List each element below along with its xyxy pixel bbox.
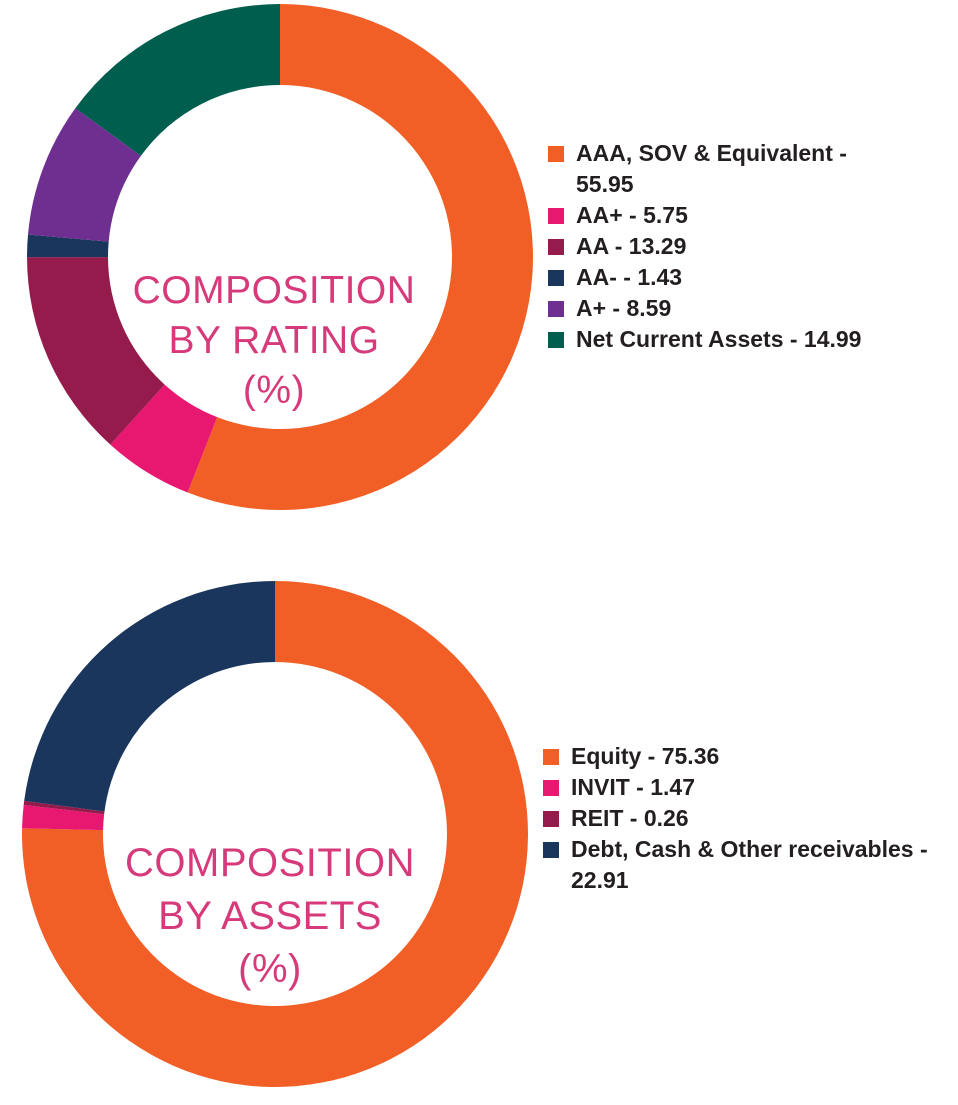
- legend-swatch: [548, 270, 564, 286]
- legend-item: AA- - 1.43: [548, 262, 888, 293]
- assets-legend: Equity - 75.36 INVIT - 1.47 REIT - 0.26 …: [543, 741, 943, 896]
- legend-label: Debt, Cash & Other receivables - 22.91: [571, 836, 928, 893]
- legend-item: A+ - 8.59: [548, 293, 888, 324]
- rating-center-label: COMPOSITION BY RATING (%): [124, 266, 424, 416]
- legend-swatch: [548, 301, 564, 317]
- assets-center-line-2: BY ASSETS: [158, 894, 382, 938]
- rating-center-line-2: BY RATING: [168, 319, 380, 362]
- legend-item: Debt, Cash & Other receivables - 22.91: [543, 834, 943, 896]
- donut-slice-aa: [110, 384, 218, 493]
- donut-slice-equity: [22, 581, 529, 1087]
- donut-slice-aaa-sov-equivalent: [187, 4, 534, 510]
- donut-slice-net-current-assets: [75, 4, 281, 156]
- donut-slice-debt-cash-other-receivables: [24, 581, 276, 812]
- legend-item: INVIT - 1.47: [543, 772, 943, 803]
- donut-slice-invit: [22, 804, 105, 831]
- donut-slice-reit: [23, 800, 105, 815]
- legend-item: AA+ - 5.75: [548, 200, 888, 231]
- legend-label: INVIT - 1.47: [571, 774, 695, 800]
- legend-swatch: [548, 332, 564, 348]
- legend-label: REIT - 0.26: [571, 805, 689, 831]
- legend-label: AA+ - 5.75: [576, 202, 688, 228]
- legend-item: REIT - 0.26: [543, 803, 943, 834]
- legend-item: Net Current Assets - 14.99: [548, 324, 888, 355]
- legend-item: AA - 13.29: [548, 231, 888, 262]
- rating-center-line-1: COMPOSITION: [132, 269, 416, 312]
- legend-label: Net Current Assets - 14.99: [576, 326, 862, 352]
- donut-slice-aa: [27, 257, 165, 445]
- legend-item: AAA, SOV & Equivalent - 55.95: [548, 138, 888, 200]
- donut-slice-aa: [27, 234, 109, 258]
- assets-composition-chart: COMPOSITION BY ASSETS (%) Equity - 75.36…: [0, 570, 958, 1105]
- legend-swatch: [543, 749, 559, 765]
- donut-slice-a: [28, 108, 141, 242]
- legend-label: AA- - 1.43: [576, 264, 683, 290]
- assets-center-line-1: COMPOSITION: [125, 841, 415, 885]
- legend-item: Equity - 75.36: [543, 741, 943, 772]
- assets-donut: [22, 581, 529, 1087]
- legend-swatch: [543, 842, 559, 858]
- legend-swatch: [548, 208, 564, 224]
- rating-legend: AAA, SOV & Equivalent - 55.95 AA+ - 5.75…: [548, 138, 888, 355]
- legend-swatch: [548, 146, 564, 162]
- legend-swatch: [543, 811, 559, 827]
- legend-label: AAA, SOV & Equivalent - 55.95: [576, 140, 847, 197]
- legend-label: A+ - 8.59: [576, 295, 672, 321]
- legend-swatch: [548, 239, 564, 255]
- rating-donut: [27, 4, 534, 510]
- rating-composition-chart: COMPOSITION BY RATING (%) AAA, SOV & Equ…: [0, 0, 958, 530]
- legend-label: Equity - 75.36: [571, 743, 720, 769]
- legend-swatch: [543, 780, 559, 796]
- rating-center-line-3: (%): [242, 369, 306, 412]
- assets-center-line-3: (%): [238, 947, 302, 991]
- legend-label: AA - 13.29: [576, 233, 687, 259]
- assets-center-label: COMPOSITION BY ASSETS (%): [118, 837, 422, 996]
